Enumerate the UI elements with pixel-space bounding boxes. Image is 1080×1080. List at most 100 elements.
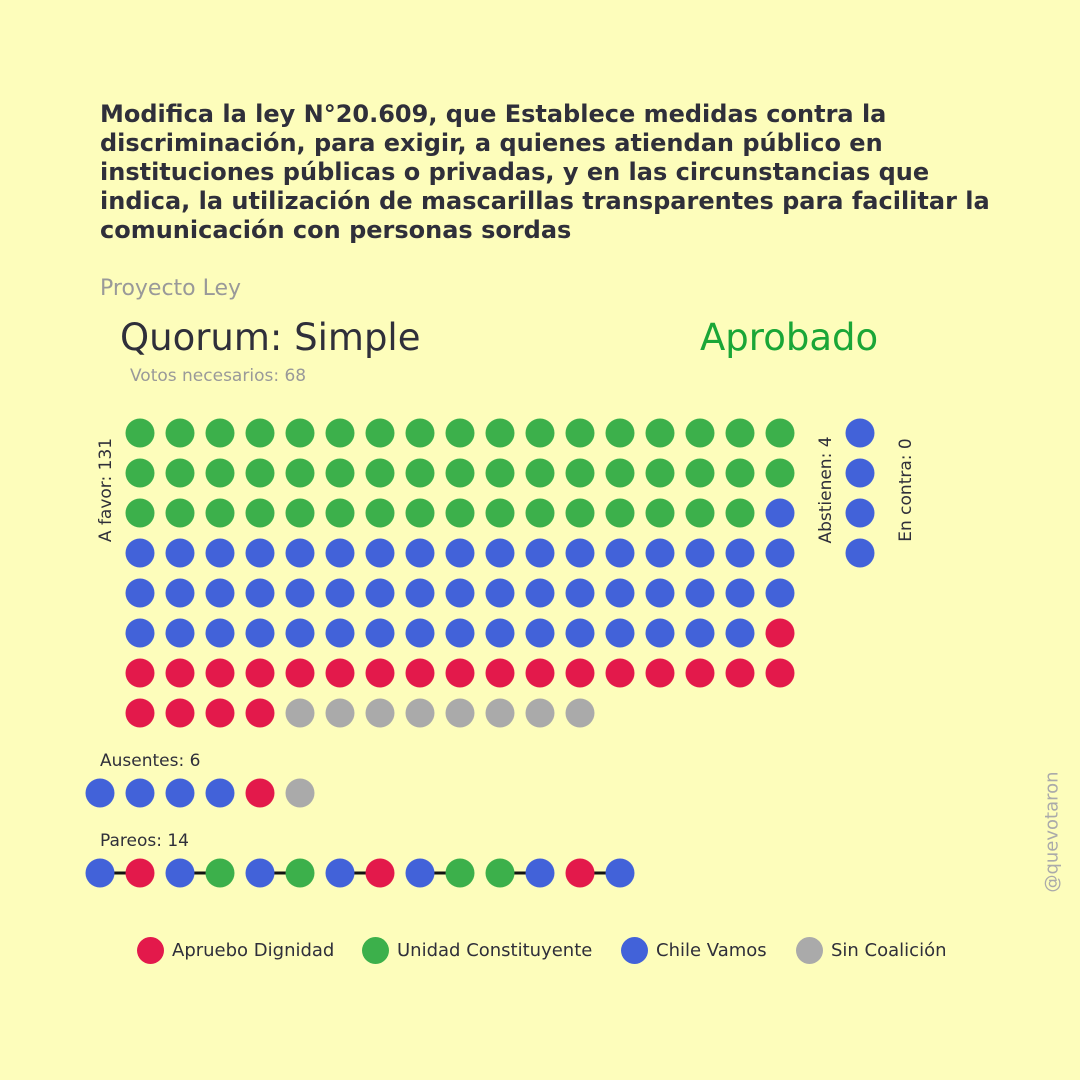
a-favor-vote-dot <box>245 698 275 728</box>
a-favor-vote-dot <box>405 458 435 488</box>
a-favor-vote-dot <box>325 538 355 568</box>
a-favor-vote-dot <box>445 698 475 728</box>
a-favor-vote-dot <box>445 418 475 448</box>
a-favor-vote-dot <box>485 458 515 488</box>
a-favor-vote-dot <box>405 618 435 648</box>
a-favor-vote-dot <box>645 578 675 608</box>
a-favor-vote-dot <box>565 578 595 608</box>
a-favor-vote-dot <box>725 578 755 608</box>
a-favor-vote-dot <box>285 698 315 728</box>
a-favor-vote-dot <box>365 418 395 448</box>
a-favor-vote-dot <box>245 658 275 688</box>
a-favor-vote-dot <box>765 458 795 488</box>
a-favor-vote-dot <box>205 498 235 528</box>
a-favor-vote-dot <box>445 578 475 608</box>
a-favor-vote-dot <box>285 658 315 688</box>
a-favor-vote-dot <box>125 658 155 688</box>
a-favor-vote-dot <box>165 458 195 488</box>
a-favor-vote-dot <box>685 658 715 688</box>
pareo-dot <box>205 858 235 888</box>
a-favor-vote-dot <box>685 578 715 608</box>
a-favor-vote-dot <box>485 498 515 528</box>
a-favor-vote-dot <box>565 538 595 568</box>
a-favor-vote-dot <box>525 458 555 488</box>
a-favor-vote-dot <box>525 538 555 568</box>
a-favor-vote-dot <box>605 538 635 568</box>
ausente-dot <box>285 778 315 808</box>
a-favor-vote-dot <box>205 578 235 608</box>
a-favor-vote-dot <box>485 658 515 688</box>
pareo-dot <box>365 858 395 888</box>
ausente-dot <box>245 778 275 808</box>
abstencion-vote-dot <box>845 418 875 448</box>
a-favor-vote-dot <box>565 498 595 528</box>
a-favor-vote-dot <box>205 458 235 488</box>
a-favor-vote-dot <box>125 538 155 568</box>
a-favor-vote-dot <box>445 618 475 648</box>
a-favor-vote-dot <box>245 418 275 448</box>
a-favor-vote-dot <box>165 698 195 728</box>
a-favor-vote-dot <box>245 458 275 488</box>
a-favor-vote-dot <box>325 418 355 448</box>
a-favor-vote-dot <box>125 498 155 528</box>
a-favor-vote-dot <box>205 538 235 568</box>
a-favor-vote-dot <box>685 618 715 648</box>
pareo-dot <box>525 858 555 888</box>
a-favor-vote-dot <box>405 578 435 608</box>
pareo-dot <box>165 858 195 888</box>
ausente-dot <box>125 778 155 808</box>
a-favor-vote-dot <box>165 498 195 528</box>
a-favor-vote-dot <box>165 658 195 688</box>
legend-swatch <box>362 937 389 964</box>
a-favor-vote-dot <box>325 578 355 608</box>
a-favor-vote-dot <box>165 578 195 608</box>
ausente-dot <box>205 778 235 808</box>
a-favor-vote-dot <box>565 698 595 728</box>
a-favor-vote-dot <box>725 418 755 448</box>
a-favor-vote-dot <box>725 538 755 568</box>
a-favor-vote-dot <box>285 498 315 528</box>
pareos-label: Pareos: 14 <box>100 831 189 851</box>
abstienen-label: Abstienen: 4 <box>816 436 836 543</box>
a-favor-vote-dot <box>485 578 515 608</box>
ausentes-label: Ausentes: 6 <box>100 751 200 771</box>
a-favor-vote-dot <box>685 498 715 528</box>
a-favor-vote-dot <box>765 498 795 528</box>
pareo-dot <box>405 858 435 888</box>
a-favor-vote-dot <box>245 538 275 568</box>
a-favor-vote-dot <box>125 698 155 728</box>
a-favor-vote-dot <box>205 618 235 648</box>
ausente-dot <box>165 778 195 808</box>
a-favor-vote-dot <box>645 498 675 528</box>
legend-label: Sin Coalición <box>831 940 947 961</box>
abstencion-vote-dot <box>845 538 875 568</box>
a-favor-vote-dot <box>285 618 315 648</box>
a-favor-vote-dot <box>165 418 195 448</box>
a-favor-vote-dot <box>565 458 595 488</box>
a-favor-vote-dot <box>165 618 195 648</box>
pareo-dot <box>605 858 635 888</box>
a-favor-vote-dot <box>725 498 755 528</box>
a-favor-vote-dot <box>645 618 675 648</box>
votes-needed-label: Votos necesarios: 68 <box>130 366 307 386</box>
a-favor-vote-dot <box>285 578 315 608</box>
a-favor-vote-dot <box>605 418 635 448</box>
a-favor-vote-dot <box>285 538 315 568</box>
legend-label: Apruebo Dignidad <box>172 940 335 961</box>
a-favor-vote-dot <box>605 658 635 688</box>
a-favor-vote-dot <box>405 698 435 728</box>
a-favor-vote-dot <box>125 578 155 608</box>
a-favor-vote-dot <box>325 498 355 528</box>
result-label: Aprobado <box>700 316 879 359</box>
a-favor-vote-dot <box>685 538 715 568</box>
en-contra-label: En contra: 0 <box>896 438 916 541</box>
pareo-dot <box>125 858 155 888</box>
pareo-dot <box>85 858 115 888</box>
a-favor-vote-dot <box>325 458 355 488</box>
a-favor-vote-dot <box>525 498 555 528</box>
a-favor-vote-dot <box>365 698 395 728</box>
pareo-dot <box>565 858 595 888</box>
a-favor-vote-dot <box>765 658 795 688</box>
a-favor-vote-dot <box>565 618 595 648</box>
legend-item-unidad-constituyente: Unidad Constituyente <box>362 937 592 964</box>
